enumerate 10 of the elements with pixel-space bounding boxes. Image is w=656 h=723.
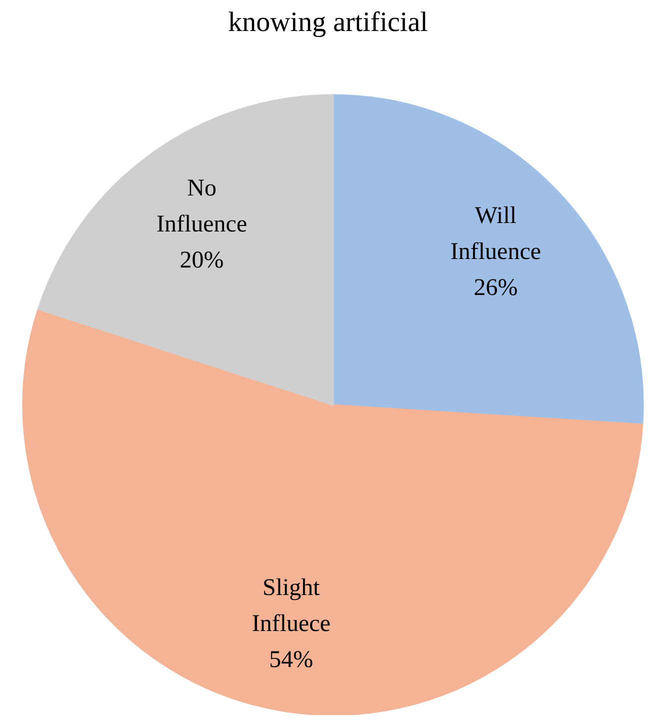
slice-label: Will Influence bbox=[450, 203, 542, 266]
chart-title: knowing artificial bbox=[227, 7, 429, 40]
data-label: 20% bbox=[180, 247, 224, 274]
pie-slice bbox=[37, 94, 334, 406]
data-label: 54% bbox=[269, 647, 314, 674]
data-label: 26% bbox=[474, 275, 518, 302]
pie-slice bbox=[332, 94, 644, 426]
slice-label: Slight Influece bbox=[252, 575, 330, 638]
pie-slice bbox=[22, 308, 644, 715]
slice-label: No Influence bbox=[156, 175, 248, 238]
